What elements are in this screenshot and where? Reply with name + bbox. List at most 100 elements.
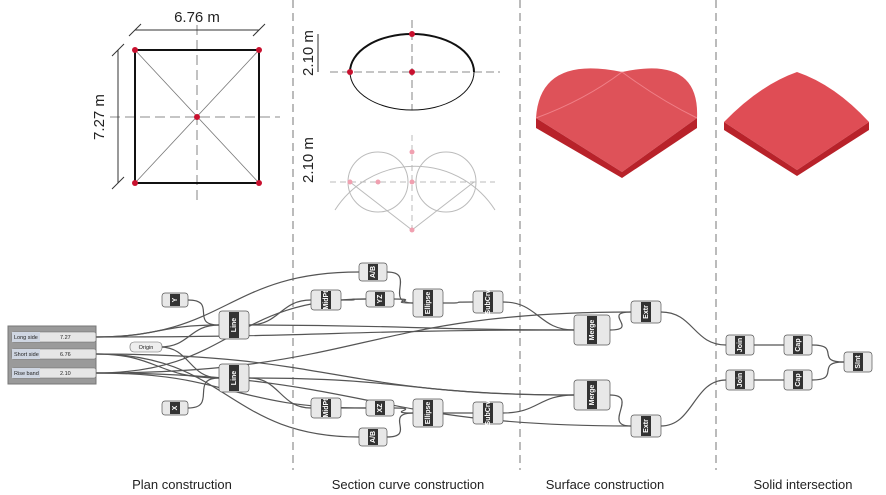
component-core [170,402,180,414]
component-label: MidPt [323,398,330,418]
wire [386,271,414,304]
component-core [735,371,745,389]
components: Long side 7.27 Short side 6.76 Rise band 2.10… [11,262,873,447]
wire [660,379,727,427]
slider-name: Long side [14,335,38,341]
slider-value: 7.27 [60,335,71,341]
wire [248,299,312,326]
surface-model [535,68,698,178]
component-core [229,312,239,338]
component-core [641,302,651,322]
wire [187,377,220,409]
wire [442,301,474,304]
component-label: Y [172,297,179,302]
slider-name: Rise band [14,371,39,377]
component-label: YZ [377,294,384,304]
wire [248,377,312,409]
component-label: SubCrv [485,289,492,314]
wire [660,311,727,346]
component-label: Merge [589,320,596,341]
wire [95,372,632,427]
wire [393,298,414,304]
wire [609,394,632,427]
component-label: Extr [643,419,650,433]
slider-name: Short side [14,352,39,358]
wire [187,299,220,326]
section-titles: Plan construction Section curve construct… [132,477,852,492]
slider-label-bg [12,332,40,342]
dim-label: 7.27 m [91,94,108,140]
component-label: Ellipse [425,292,432,315]
component-core [641,416,651,436]
component-label: Merge [589,385,596,406]
component-core [321,291,331,309]
wire [386,412,414,438]
component-core [375,401,385,415]
section-title: Plan construction [132,477,232,492]
wire [811,344,845,363]
component-core [170,294,180,306]
slider-label-bg [12,349,40,359]
wire [609,311,632,331]
wire [95,271,360,338]
component-label: XZ [377,403,384,413]
component-core [793,371,803,389]
wire [502,394,575,414]
wire [248,324,575,331]
component-core [587,316,597,344]
section-dividers [292,0,717,470]
component-core [735,336,745,354]
component-label: Line [231,318,238,332]
dim-label: 2.10 m [300,30,317,76]
wires [95,271,845,438]
slider-value: 6.76 [60,352,71,358]
wire [159,324,220,348]
component-label: A/B [370,266,377,278]
component-core [368,429,378,445]
component-label: Join [737,373,744,387]
section-drawing: 2.10 m 2.10 m [300,20,500,235]
component-core [229,365,239,391]
wire [95,329,575,338]
component-label: Cap [795,338,802,351]
component-core [483,403,493,423]
component-core [853,353,863,371]
plan-drawing: 6.76 m 7.27 m [91,9,280,205]
wire [248,377,575,396]
dim-label: 6.76 m [174,9,220,26]
wire [340,298,367,301]
component-label: SInt [855,355,862,369]
component-label: Join [737,338,744,352]
wire [95,353,360,438]
wire [811,361,845,381]
wire [159,346,220,379]
component-label: X [172,405,179,410]
component-core [793,336,803,354]
component-label: Cap [795,373,802,386]
wire [502,301,575,331]
component-label: MidPt [323,290,330,310]
component-core [587,381,597,409]
component-label: Extr [643,305,650,319]
section-title: Section curve construction [332,477,484,492]
component-core [423,290,433,316]
solid-model [724,72,869,176]
component-label: Ellipse [425,402,432,425]
component-label: SubCrv [485,400,492,425]
slider-value: 2.10 [60,371,71,377]
dim-label: 2.10 m [300,137,317,183]
component-core [375,292,385,306]
origin-param [129,341,163,353]
component-core [483,292,493,312]
wire [393,407,414,414]
component-label: Line [231,371,238,385]
component-label: A/B [370,431,377,443]
component-core [423,400,433,426]
wire [95,311,632,374]
component-core [368,264,378,280]
section-title: Solid intersection [754,477,853,492]
component-core [321,399,331,417]
origin-label: Origin [139,345,154,351]
section-title: Surface construction [546,477,665,492]
